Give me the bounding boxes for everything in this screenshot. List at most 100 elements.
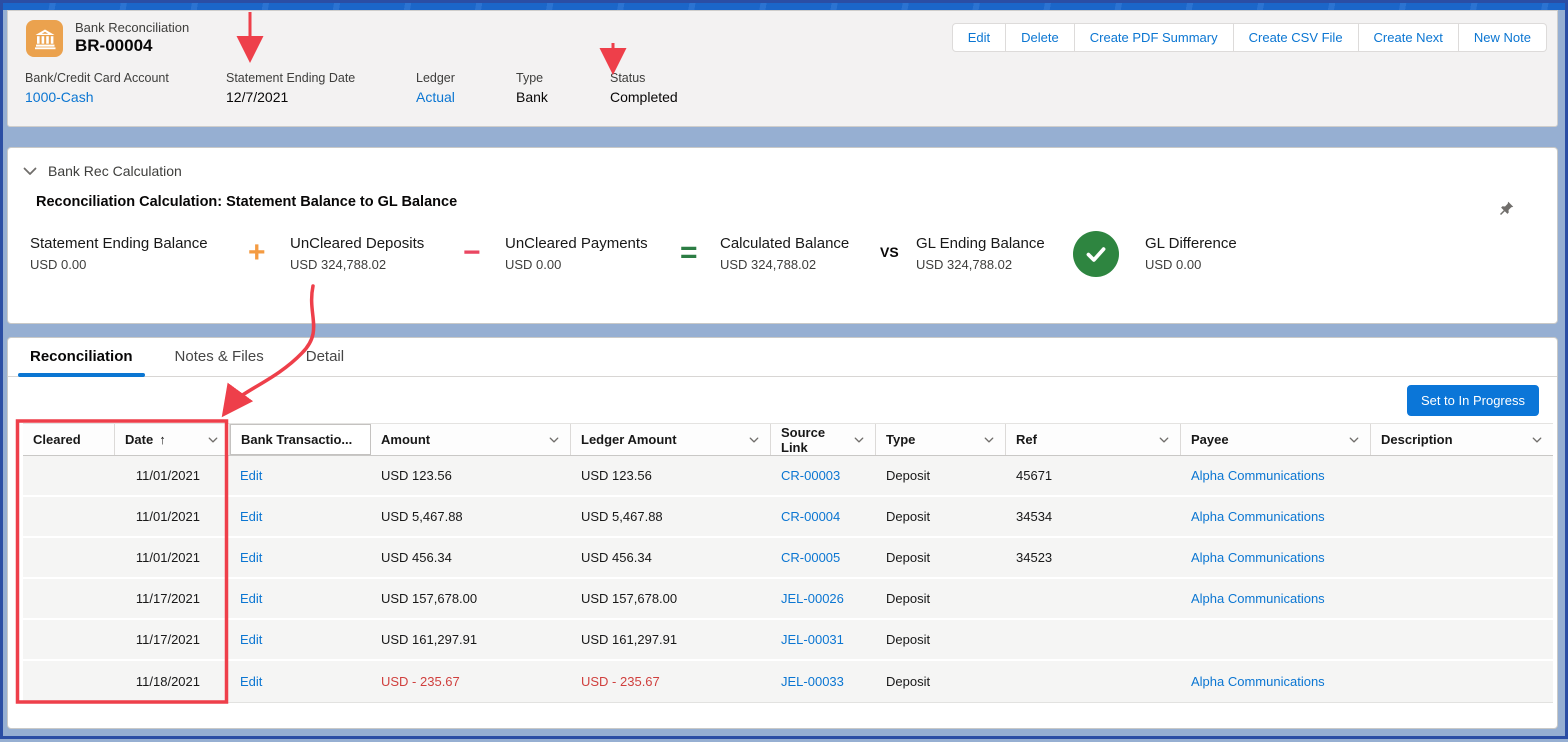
field-value: 12/7/2021 (226, 89, 289, 105)
calc-gl-difference: GL Difference USD 0.00 (1145, 235, 1237, 272)
set-to-in-progress-button[interactable]: Set to In Progress (1406, 385, 1539, 416)
cell-ref: 34523 (1016, 550, 1053, 565)
column-header-description[interactable]: Description (1371, 424, 1553, 455)
column-header-type[interactable]: Type (876, 424, 1006, 455)
cell-source-link: JEL-00033 (771, 674, 876, 689)
cell-source-link: CR-00003 (771, 468, 876, 483)
ledger-amount-value: USD 123.56 (581, 468, 652, 483)
cell-ledger-amount: USD - 235.67 (571, 674, 771, 689)
chevron-down-icon[interactable] (853, 434, 865, 446)
action-button-new-note[interactable]: New Note (1458, 23, 1547, 52)
payee-link[interactable]: Alpha Communications (1191, 674, 1325, 689)
column-header-source-link[interactable]: Source Link (771, 424, 876, 455)
ledger-amount-value: USD 161,297.91 (581, 632, 678, 647)
chevron-down-icon[interactable] (1158, 434, 1170, 446)
source-record-link[interactable]: CR-00004 (781, 509, 841, 524)
payee-link[interactable]: Alpha Communications (1191, 591, 1325, 606)
cell-ledger-amount: USD 5,467.88 (571, 509, 771, 524)
cell-ledger-amount: USD 161,297.91 (571, 632, 771, 647)
cell-bank-transaction: Edit (230, 468, 371, 483)
section-title[interactable]: Bank Rec Calculation (48, 163, 182, 179)
chevron-down-icon[interactable] (22, 163, 38, 179)
action-button-create-next[interactable]: Create Next (1358, 23, 1459, 52)
calc-label: Statement Ending Balance (30, 235, 208, 252)
calc-uncleared-deposits: UnCleared Deposits USD 324,788.02 (290, 235, 463, 272)
page-title: BR-00004 (75, 36, 153, 55)
column-label: Type (886, 432, 916, 447)
column-header-ledger-amount[interactable]: Ledger Amount (571, 424, 771, 455)
column-header-payee[interactable]: Payee (1181, 424, 1371, 455)
source-record-link[interactable]: JEL-00033 (781, 674, 844, 689)
action-button-create-csv-file[interactable]: Create CSV File (1233, 23, 1359, 52)
payee-link[interactable]: Alpha Communications (1191, 550, 1325, 565)
table-row: 11/01/2021 Edit USD 5,467.88 USD 5,467.88 CR… (23, 497, 1553, 538)
table-row: 11/01/2021 Edit USD 456.34 USD 456.34 CR-000… (23, 538, 1553, 579)
table-header: Cleared Date ↑ Bank Transactio... Amount Ledg… (23, 423, 1553, 456)
cell-source-link: JEL-00031 (771, 632, 876, 647)
ledger-amount-value: USD 157,678.00 (581, 591, 678, 606)
edit-link[interactable]: Edit (240, 509, 263, 524)
column-header-cleared[interactable]: Cleared (23, 424, 115, 455)
source-record-link[interactable]: CR-00005 (781, 550, 841, 565)
cell-type: Deposit (886, 591, 931, 606)
table-row: 11/18/2021 Edit USD - 235.67 USD - 235.67 JE… (23, 661, 1553, 702)
column-label: Ledger Amount (581, 432, 677, 447)
column-header-bank-transactio[interactable]: Bank Transactio... (230, 424, 371, 455)
field-value: Bank (516, 89, 548, 105)
column-header-amount[interactable]: Amount (371, 424, 571, 455)
column-header-date[interactable]: Date ↑ (115, 424, 230, 455)
column-label: Amount (381, 432, 431, 447)
column-header-ref[interactable]: Ref (1006, 424, 1181, 455)
header-actions: Edit Delete Create PDF Summary Create CSV F… (951, 23, 1547, 52)
column-label: Bank Transactio... (241, 432, 353, 447)
cell-ref: 34534 (1016, 509, 1053, 524)
chevron-down-icon[interactable] (983, 434, 995, 446)
action-button-edit[interactable]: Edit (951, 23, 1007, 52)
chevron-down-icon[interactable] (748, 434, 760, 446)
action-button-create-pdf-summary[interactable]: Create PDF Summary (1074, 23, 1234, 52)
edit-link[interactable]: Edit (240, 632, 263, 647)
tab-detail[interactable]: Detail (305, 348, 345, 365)
chevron-down-icon[interactable] (1531, 434, 1543, 446)
ledger-link[interactable]: Actual (416, 89, 455, 105)
source-record-link[interactable]: CR-00003 (781, 468, 841, 483)
pin-icon[interactable] (1498, 200, 1515, 222)
edit-link[interactable]: Edit (240, 591, 263, 606)
cell-type: Deposit (886, 632, 931, 647)
calc-value: USD 324,788.02 (290, 257, 387, 272)
cell-ledger-amount: USD 157,678.00 (571, 591, 771, 606)
cell-type: Deposit (886, 509, 931, 524)
column-label: Ref (1016, 432, 1037, 447)
cell-payee: Alpha Communications (1181, 591, 1371, 606)
cell-bank-transaction: Edit (230, 509, 371, 524)
cell-date: 11/17/2021 (135, 591, 200, 606)
source-record-link[interactable]: JEL-00026 (781, 591, 844, 606)
edit-link[interactable]: Edit (240, 468, 263, 483)
calc-gl-ending-balance: GL Ending Balance USD 324,788.02 (916, 235, 1073, 272)
table-toolbar: Set to In Progress (8, 377, 1557, 423)
vs-label: VS (880, 244, 899, 260)
cell-type: Deposit (886, 550, 931, 565)
cell-amount: USD 456.34 (371, 550, 571, 565)
calc-statement-ending-balance: Statement Ending Balance USD 0.00 (30, 235, 248, 272)
payee-link[interactable]: Alpha Communications (1191, 468, 1325, 483)
chevron-down-icon[interactable] (1348, 434, 1360, 446)
source-record-link[interactable]: JEL-00031 (781, 632, 844, 647)
tab-reconciliation[interactable]: Reconciliation (18, 348, 145, 377)
global-header-strip (3, 3, 1565, 10)
edit-link[interactable]: Edit (240, 674, 263, 689)
column-label: Source Link (781, 424, 826, 455)
edit-link[interactable]: Edit (240, 550, 263, 565)
tab-notes-files[interactable]: Notes & Files (174, 348, 264, 365)
chevron-down-icon[interactable] (548, 434, 560, 446)
cell-date: 11/01/2021 (135, 509, 200, 524)
chevron-down-icon[interactable] (207, 434, 219, 446)
cell-date: 11/01/2021 (135, 550, 200, 565)
bank-account-link[interactable]: 1000-Cash (25, 89, 94, 105)
payee-link[interactable]: Alpha Communications (1191, 509, 1325, 524)
calc-label: GL Ending Balance (916, 235, 1045, 252)
record-type-label: Bank Reconciliation (75, 20, 190, 35)
ledger-amount-value: USD - 235.67 (581, 674, 660, 689)
action-button-delete[interactable]: Delete (1006, 23, 1075, 52)
cell-bank-transaction: Edit (230, 674, 371, 689)
